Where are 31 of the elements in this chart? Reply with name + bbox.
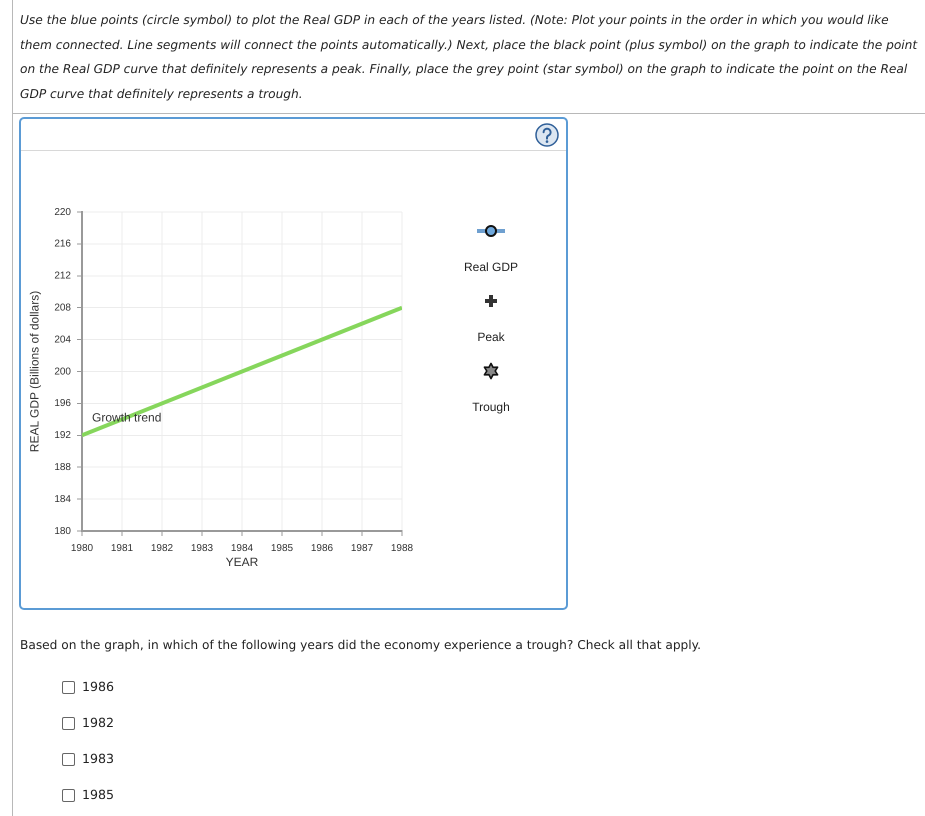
text: 1986	[82, 679, 114, 695]
x-tick-label: 1982	[150, 542, 174, 554]
x-tick-label: 1986	[310, 542, 334, 554]
text: 1985	[82, 787, 114, 803]
y-tick-label: 180	[54, 526, 72, 537]
x-tick-label: 1984	[230, 542, 254, 554]
text: 1982	[82, 715, 114, 731]
x-tick-label: 1985	[270, 542, 294, 554]
y-tick-label: 184	[54, 494, 72, 505]
y-tick-label: 188	[54, 462, 72, 473]
y-tick-label: 196	[54, 398, 72, 410]
y-tick-label: 204	[54, 334, 72, 346]
y-tick-label: 212	[54, 270, 72, 282]
x-tick-label: 1983	[190, 542, 214, 554]
text: Trough	[471, 400, 511, 414]
text: Based on the graph, in which of the following years did the economy experience a trough? Check all that apply.	[20, 637, 702, 653]
x-tick-label: 1988	[390, 542, 414, 554]
x-axis-title: YEAR	[226, 555, 259, 570]
y-tick-label: 220	[54, 206, 72, 218]
y-tick-label: 200	[54, 366, 72, 378]
x-tick-label: 1987	[350, 542, 374, 554]
y-tick-label: 192	[54, 430, 72, 442]
y-axis-title: REAL GDP (Billions of dollars)	[28, 290, 42, 452]
text: Use the blue points (circle symbol) to plot the Real GDP in each of the years listed. (Note: Plot your points in the order in which you would like them connected. Line segments will connect the points automatically.) Next, place the black point (plus symbol) on the graph to indicate the point on the Real GDP curve that definitely represents a peak. Finally, place the grey point (star symbol) on the graph to indicate the point on the Real GDP curve that definitely represents a trough.	[20, 12, 918, 102]
x-tick-label: 1981	[110, 542, 134, 554]
y-tick-label: 216	[54, 238, 72, 250]
x-tick-label: 1980	[70, 542, 94, 554]
text: 1983	[82, 751, 114, 767]
y-tick-label: 208	[54, 302, 72, 314]
text: Peak	[476, 330, 506, 344]
text: Real GDP	[462, 260, 520, 274]
